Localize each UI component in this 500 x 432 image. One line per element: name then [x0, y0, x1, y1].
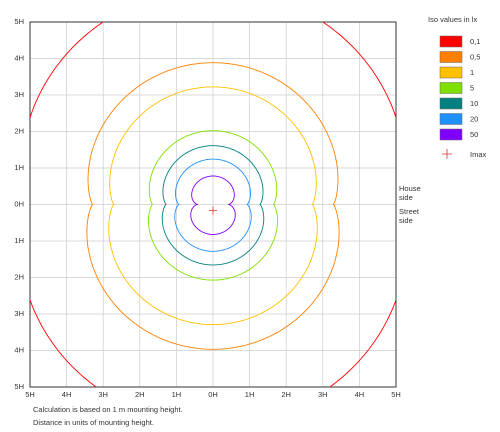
x-tick-label: 0H — [208, 390, 218, 399]
y-tick-label: 5H — [14, 382, 24, 391]
legend-label: 50 — [470, 130, 478, 139]
y-tick-label: 0H — [14, 199, 24, 208]
y-tick-label: 5H — [14, 17, 24, 26]
legend-swatch — [439, 51, 463, 63]
legend-imax-label: Imax — [470, 150, 487, 159]
legend-label: 0,5 — [470, 52, 480, 61]
legend-label: 0,1 — [470, 37, 480, 46]
x-tick-label: 5H — [391, 390, 401, 399]
legend-swatch — [439, 128, 463, 141]
legend-swatch — [439, 82, 463, 94]
x-tick-label: 3H — [98, 390, 108, 399]
street-side-label: Street side — [399, 207, 420, 225]
y-tick-label: 3H — [14, 309, 24, 318]
legend-swatch — [439, 66, 463, 79]
iso-line — [108, 86, 318, 326]
y-tick-label: 1H — [14, 236, 24, 245]
house-side-label: House side — [399, 184, 421, 202]
iso-line — [148, 130, 278, 281]
legend-imax — [442, 149, 452, 159]
y-tick-label: 3H — [14, 90, 24, 99]
legend-label: 5 — [470, 83, 474, 92]
legend-label: 10 — [470, 99, 478, 108]
note: Calculation is based on 1 m mounting hei… — [33, 405, 183, 414]
iso-line — [161, 145, 265, 266]
x-tick-label: 2H — [135, 390, 145, 399]
iso-line — [174, 158, 252, 252]
x-tick-label: 3H — [318, 390, 328, 399]
x-tick-label: 1H — [172, 390, 182, 399]
imax-marker — [209, 206, 217, 215]
x-tick-label: 5H — [25, 390, 35, 399]
x-tick-label: 4H — [62, 390, 72, 399]
legend-swatch — [439, 35, 463, 48]
plot-frame — [29, 21, 397, 388]
x-tick-label: 2H — [281, 390, 291, 399]
iso-line — [190, 175, 236, 235]
x-tick-label: 4H — [355, 390, 365, 399]
x-tick-label: 1H — [245, 390, 255, 399]
y-tick-label: 1H — [14, 163, 24, 172]
y-tick-label: 2H — [14, 272, 24, 281]
y-tick-label: 4H — [14, 345, 24, 354]
iso-line — [86, 62, 340, 350]
y-tick-label: 4H — [14, 53, 24, 62]
y-tick-label: 2H — [14, 126, 24, 135]
legend-label: 1 — [470, 68, 474, 77]
legend-swatch — [439, 97, 463, 110]
note: Distance in units of mounting height. — [33, 418, 154, 427]
legend-title: Iso values in lx — [428, 15, 477, 24]
legend-label: 20 — [470, 114, 478, 123]
legend-swatch — [439, 113, 463, 125]
